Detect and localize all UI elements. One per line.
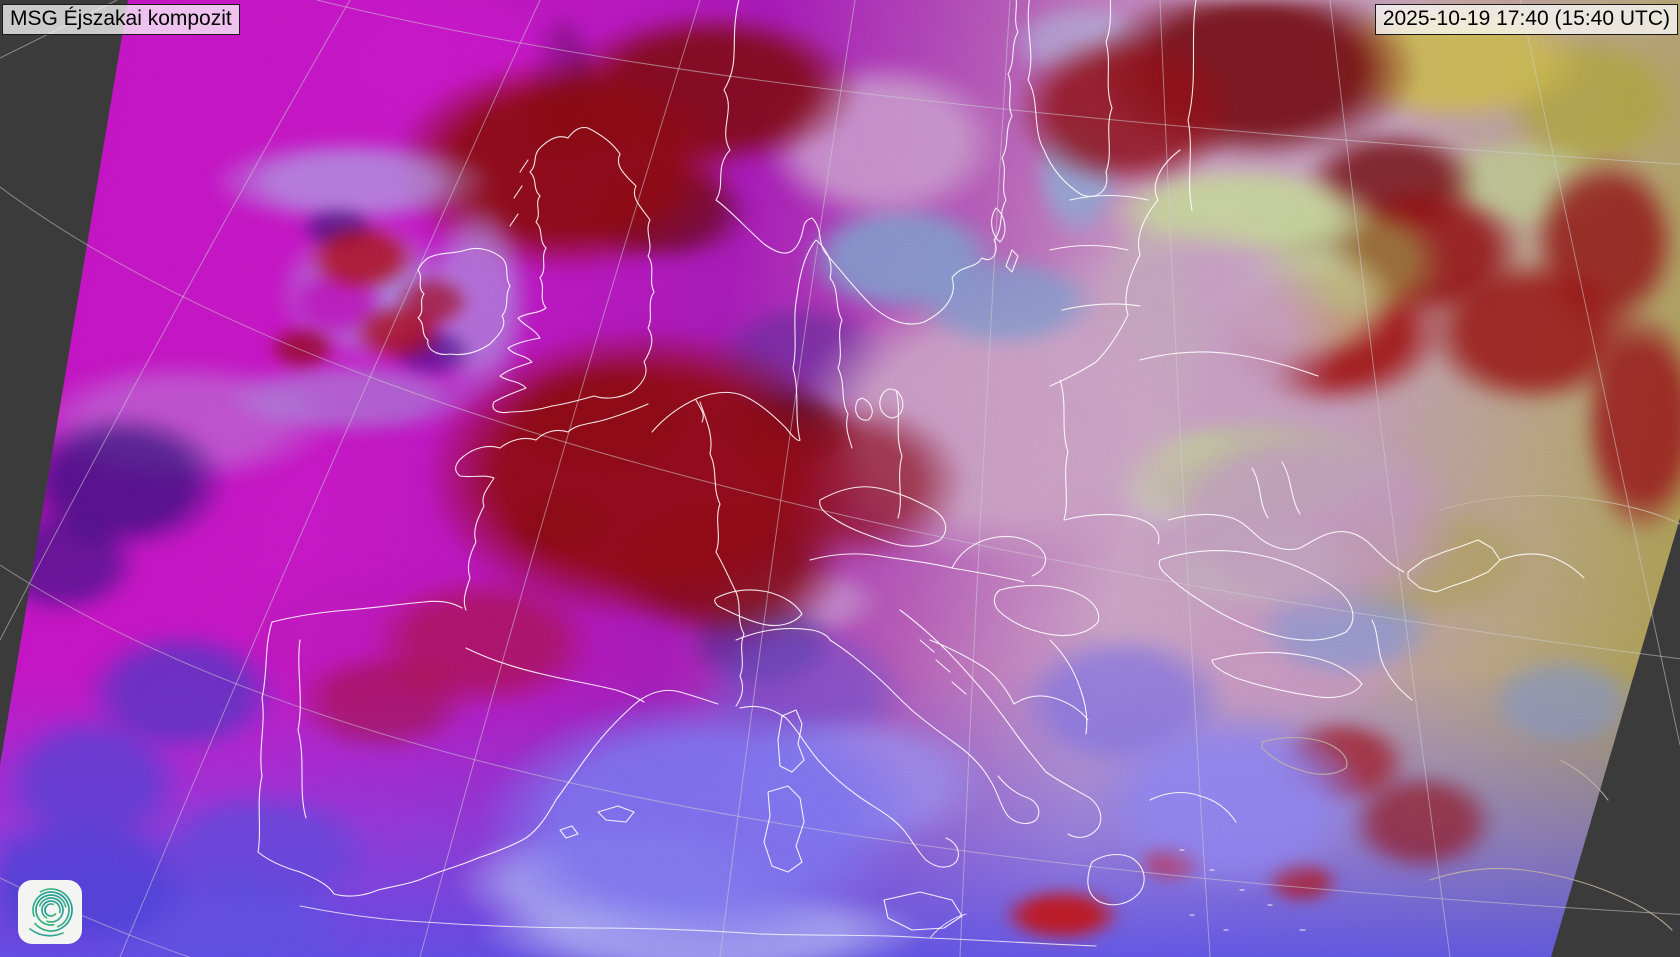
spiral-icon (29, 888, 73, 937)
timestamp-text: 2025-10-19 17:40 (15:40 UTC) (1382, 7, 1670, 30)
cyclone-spiral-logo (18, 880, 82, 944)
timestamp-label: 2025-10-19 17:40 (15:40 UTC) (1374, 4, 1678, 35)
product-name-label: MSG Éjszakai kompozit (2, 4, 240, 35)
product-name-text: MSG Éjszakai kompozit (10, 7, 232, 30)
